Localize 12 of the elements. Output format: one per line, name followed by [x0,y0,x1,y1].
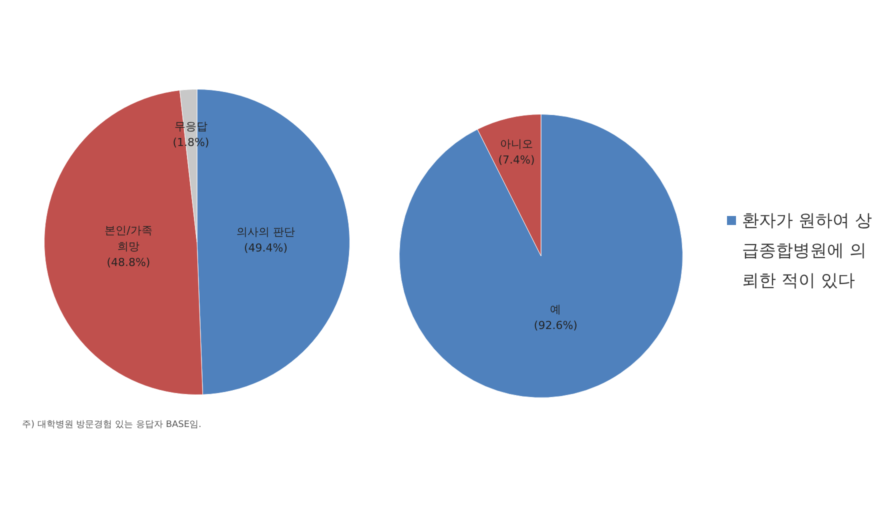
slice-label: 의사의 판단 [236,226,295,239]
data-label: (49.4%) [244,242,288,255]
data-label: (48.8%) [106,256,150,270]
slice-label: 예 [550,302,562,316]
slice-label: 아니오 [500,137,534,150]
text: 주) 대학병원 방문경험 있는 응답자 BASE임. [22,419,202,431]
data-label: (1.8%) [172,136,210,150]
slice-label: 무응답 [174,120,208,134]
text: (7.4%) [498,153,535,166]
legend-label: 환자가 원하여 상급종합병원에 의뢰한 적이 있다 [742,210,873,293]
slice-label: 본인/가족 희망 [104,224,152,254]
text: (92.6%) [534,318,578,332]
